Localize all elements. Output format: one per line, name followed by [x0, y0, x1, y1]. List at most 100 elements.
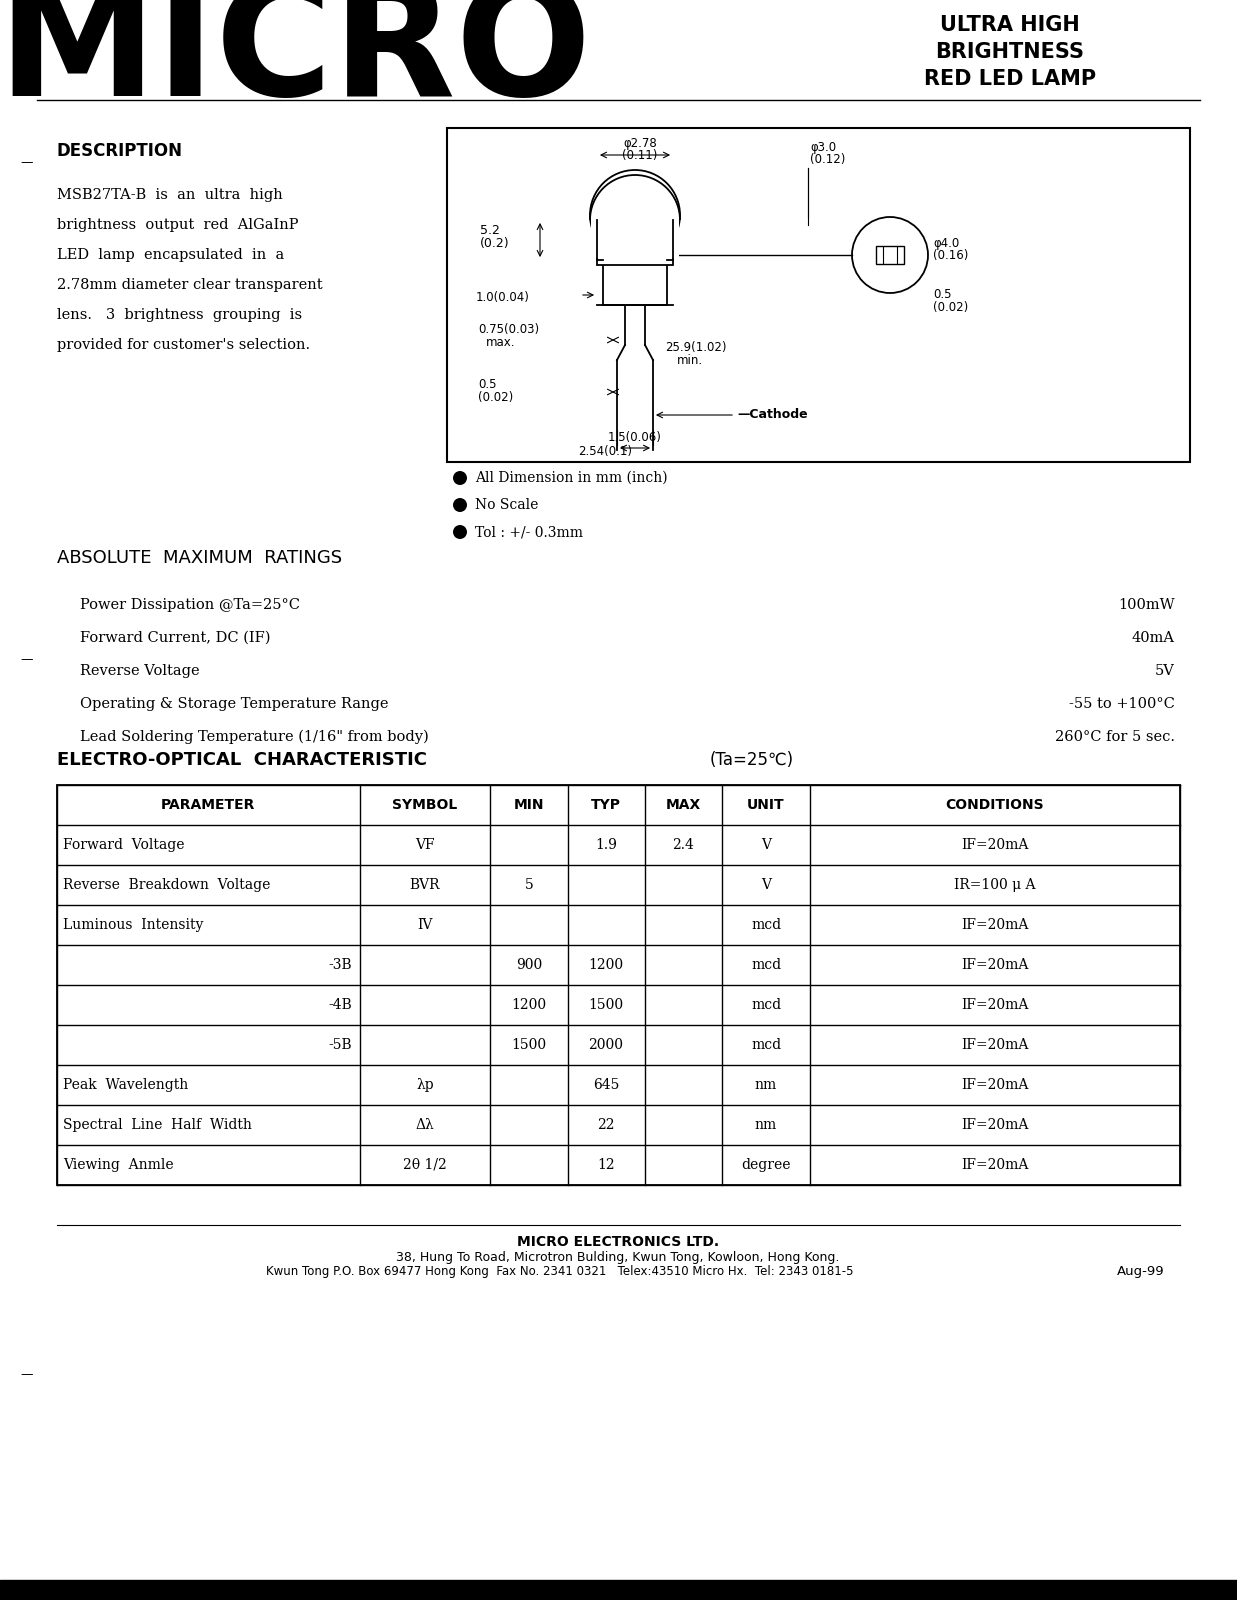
Text: Forward  Voltage: Forward Voltage [63, 838, 184, 851]
Text: MSB27TA-B  is  an  ultra  high: MSB27TA-B is an ultra high [57, 187, 283, 202]
Text: Lead Soldering Temperature (1/16" from body): Lead Soldering Temperature (1/16" from b… [80, 730, 429, 744]
Text: brightness  output  red  AlGaInP: brightness output red AlGaInP [57, 218, 298, 232]
Text: -3B: -3B [328, 958, 353, 971]
Text: V: V [761, 838, 771, 851]
Text: IF=20mA: IF=20mA [961, 1158, 1029, 1171]
Circle shape [453, 470, 468, 485]
Text: min.: min. [677, 355, 703, 368]
Text: UNIT: UNIT [747, 798, 784, 813]
Text: 38, Hung To Road, Microtron Bulding, Kwun Tong, Kowloon, Hong Kong.: 38, Hung To Road, Microtron Bulding, Kwu… [396, 1251, 840, 1264]
Text: —Cathode: —Cathode [737, 408, 808, 421]
Text: IF=20mA: IF=20mA [961, 958, 1029, 971]
Text: 1.9: 1.9 [595, 838, 617, 851]
Text: Aug-99: Aug-99 [1117, 1266, 1165, 1278]
Text: 1200: 1200 [511, 998, 547, 1013]
Text: Power Dissipation @Ta=25°C: Power Dissipation @Ta=25°C [80, 598, 301, 611]
Text: MIN: MIN [513, 798, 544, 813]
Text: IV: IV [417, 918, 433, 931]
Text: 25.9(1.02): 25.9(1.02) [666, 341, 726, 355]
Bar [597, 219, 673, 266]
Text: 900: 900 [516, 958, 542, 971]
Text: -4B: -4B [328, 998, 353, 1013]
Text: 0.5: 0.5 [933, 288, 951, 301]
Text: 2.78mm diameter clear transparent: 2.78mm diameter clear transparent [57, 278, 323, 291]
Text: degree: degree [741, 1158, 790, 1171]
Text: (0.16): (0.16) [933, 250, 969, 262]
Text: RED LED LAMP: RED LED LAMP [924, 69, 1096, 90]
Text: —: — [20, 1368, 32, 1381]
Text: (0.12): (0.12) [810, 154, 845, 166]
Text: mcd: mcd [751, 998, 781, 1013]
Text: IF=20mA: IF=20mA [961, 1118, 1029, 1133]
Text: DESCRIPTION: DESCRIPTION [57, 142, 183, 160]
Text: ABSOLUTE  MAXIMUM  RATINGS: ABSOLUTE MAXIMUM RATINGS [57, 549, 343, 566]
Text: MICRO ELECTRONICS LTD.: MICRO ELECTRONICS LTD. [517, 1235, 719, 1250]
Text: 1500: 1500 [589, 998, 623, 1013]
Text: 40mA: 40mA [1132, 630, 1175, 645]
Text: Reverse Voltage: Reverse Voltage [80, 664, 199, 678]
Text: (0.02): (0.02) [933, 301, 969, 315]
Text: Spectral  Line  Half  Width: Spectral Line Half Width [63, 1118, 252, 1133]
Text: nm: nm [755, 1078, 777, 1091]
Text: SYMBOL: SYMBOL [392, 798, 458, 813]
Text: 2.54(0.1): 2.54(0.1) [578, 445, 632, 459]
Text: PARAMETER: PARAMETER [161, 798, 255, 813]
Text: φ4.0: φ4.0 [933, 237, 959, 250]
Text: max.: max. [486, 336, 516, 349]
Text: 1.5(0.06): 1.5(0.06) [609, 430, 662, 443]
Text: Δλ: Δλ [416, 1118, 434, 1133]
Text: ELECTRO-OPTICAL  CHARACTERISTIC: ELECTRO-OPTICAL CHARACTERISTIC [57, 750, 427, 770]
Text: TYP: TYP [591, 798, 621, 813]
Text: 5.2: 5.2 [480, 224, 500, 237]
Text: mcd: mcd [751, 958, 781, 971]
Text: nm: nm [755, 1118, 777, 1133]
Text: All Dimension in mm (inch): All Dimension in mm (inch) [475, 470, 668, 485]
Text: 2.4: 2.4 [672, 838, 694, 851]
Text: Kwun Tong P.O. Box 69477 Hong Kong  Fax No. 2341 0321   Telex:43510 Micro Hx.  T: Kwun Tong P.O. Box 69477 Hong Kong Fax N… [266, 1266, 854, 1278]
Text: mcd: mcd [751, 918, 781, 931]
Circle shape [453, 498, 468, 512]
Text: Operating & Storage Temperature Range: Operating & Storage Temperature Range [80, 698, 388, 710]
Text: Forward Current, DC (IF): Forward Current, DC (IF) [80, 630, 271, 645]
Text: Reverse  Breakdown  Voltage: Reverse Breakdown Voltage [63, 878, 271, 893]
Text: IF=20mA: IF=20mA [961, 998, 1029, 1013]
Text: 1.0(0.04): 1.0(0.04) [476, 291, 529, 304]
Bar [591, 210, 679, 258]
Text: Peak  Wavelength: Peak Wavelength [63, 1078, 188, 1091]
Bar [602, 214, 667, 306]
Text: 5V: 5V [1155, 664, 1175, 678]
Text: 645: 645 [593, 1078, 620, 1091]
Text: MICRO: MICRO [0, 0, 593, 130]
Text: (0.2): (0.2) [480, 237, 510, 251]
Text: φ2.78: φ2.78 [623, 136, 657, 149]
Text: 2θ 1/2: 2θ 1/2 [403, 1158, 447, 1171]
Text: IR=100 μ A: IR=100 μ A [954, 878, 1035, 893]
Text: 1200: 1200 [589, 958, 623, 971]
Circle shape [453, 525, 468, 539]
Text: -55 to +100°C: -55 to +100°C [1069, 698, 1175, 710]
Text: No Scale: No Scale [475, 498, 538, 512]
Bar [57, 786, 1180, 1186]
Text: 1500: 1500 [511, 1038, 547, 1053]
Text: φ3.0: φ3.0 [810, 141, 836, 154]
Text: MAX: MAX [666, 798, 700, 813]
Text: (0.02): (0.02) [477, 392, 513, 405]
Text: lens.   3  brightness  grouping  is: lens. 3 brightness grouping is [57, 307, 302, 322]
Bar [876, 246, 904, 264]
Text: 2000: 2000 [589, 1038, 623, 1053]
Text: -5B: -5B [328, 1038, 353, 1053]
Text: Tol : +/- 0.3mm: Tol : +/- 0.3mm [475, 525, 583, 539]
Text: ULTRA HIGH: ULTRA HIGH [940, 14, 1080, 35]
Text: Viewing  Anmle: Viewing Anmle [63, 1158, 173, 1171]
Text: 260°C for 5 sec.: 260°C for 5 sec. [1055, 730, 1175, 744]
Text: IF=20mA: IF=20mA [961, 918, 1029, 931]
Bar [447, 128, 1190, 462]
Text: Luminous  Intensity: Luminous Intensity [63, 918, 203, 931]
Text: 0.5: 0.5 [477, 379, 496, 392]
Text: 12: 12 [597, 1158, 615, 1171]
Text: provided for customer's selection.: provided for customer's selection. [57, 338, 310, 352]
Text: mcd: mcd [751, 1038, 781, 1053]
Text: 0.75(0.03): 0.75(0.03) [477, 323, 539, 336]
Text: ELECTRONICS: ELECTRONICS [324, 21, 333, 90]
Text: V: V [761, 878, 771, 893]
